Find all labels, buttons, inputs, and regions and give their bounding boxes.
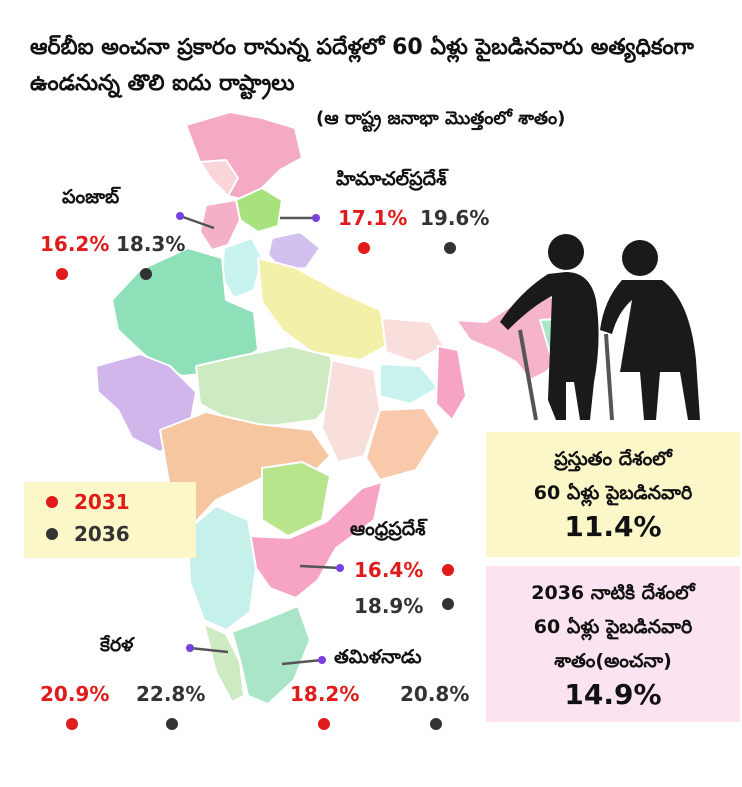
map-region-up — [257, 257, 391, 361]
tamilnadu-2036-dot — [430, 718, 442, 730]
kerala-2036-dot — [166, 718, 178, 730]
state-name-tamilnadu: తమిళనాడు — [334, 646, 422, 668]
current-box-line1: ప్రస్తుతం దేశంలో — [554, 448, 672, 470]
punjab-2031-value: 16.2% — [40, 232, 110, 256]
andhra-2036-dot — [442, 598, 454, 610]
map-region-uttarakhand — [267, 231, 321, 271]
tamilnadu-2036-value: 20.8% — [400, 682, 470, 706]
projection-share-box: 2036 నాటికి దేశంలో 60 ఏళ్లు పైబడినవారి శ… — [486, 566, 740, 722]
state-name-andhra: ఆంధ్రప్రదేశ్ — [350, 518, 426, 540]
punjab-2031-dot — [56, 268, 68, 280]
himachal-2036-dot — [444, 242, 456, 254]
legend-item-2031: 2031 — [46, 490, 130, 514]
tamilnadu-2031-value: 18.2% — [290, 682, 360, 706]
current-share-box: ప్రస్తుతం దేశంలో 60 ఏళ్లు పైబడినవారి 11.… — [486, 432, 740, 557]
tamilnadu-2031-dot — [318, 718, 330, 730]
andhra-2031-dot — [442, 564, 454, 576]
punjab-2036-dot — [140, 268, 152, 280]
himachal-2036-value: 19.6% — [420, 206, 490, 230]
map-region-wb — [435, 345, 467, 421]
legend-2036-dot — [46, 528, 58, 540]
map-region-odisha — [365, 407, 441, 481]
map-region-kerala — [203, 623, 245, 703]
projection-box-value: 14.9% — [564, 678, 662, 711]
current-box-line2: 60 ఏళ్లు పైబడినవారి — [533, 482, 693, 504]
kerala-2031-value: 20.9% — [40, 682, 110, 706]
legend: 2031 2036 — [24, 482, 196, 558]
state-name-kerala: కేరళ — [100, 634, 134, 656]
legend-2031-label: 2031 — [74, 490, 130, 514]
state-name-himachal: హిమాచల్‌ప్రదేశ్ — [336, 168, 447, 190]
projection-box-line3: శాతం(అంచనా) — [554, 650, 672, 672]
map-region-tamilnadu — [231, 605, 311, 705]
himachal-2031-dot — [358, 242, 370, 254]
elderly-couple-icon — [500, 234, 700, 421]
map-region-punjab — [199, 199, 241, 251]
andhra-2031-value: 16.4% — [354, 558, 424, 582]
state-name-punjab: పంజాబ్ — [62, 186, 120, 208]
legend-item-2036: 2036 — [46, 522, 130, 546]
map-region-jk — [185, 111, 303, 201]
legend-2036-label: 2036 — [74, 522, 130, 546]
projection-box-line2: 60 ఏళ్లు పైబడినవారి — [533, 616, 693, 638]
page-subtitle: (ఆ రాష్ట్ర జనాభా మొత్తంలో శాతం) — [316, 108, 566, 129]
map-region-jharkhand — [379, 363, 439, 405]
page-title: ఆర్‌బీఐ అంచనా ప్రకారం రానున్న పదేళ్లలో 6… — [30, 35, 694, 96]
legend-2031-dot — [46, 496, 58, 508]
current-box-value: 11.4% — [564, 510, 662, 543]
punjab-2036-value: 18.3% — [116, 232, 186, 256]
map-region-telangana — [261, 461, 331, 537]
map-region-karnataka — [187, 505, 257, 631]
map-region-haryana — [221, 237, 263, 299]
kerala-2031-dot — [66, 718, 78, 730]
himachal-2031-value: 17.1% — [338, 206, 408, 230]
kerala-2036-value: 22.8% — [136, 682, 206, 706]
map-region-upper — [199, 159, 239, 197]
map-region-bihar — [381, 317, 445, 363]
map-region-chhattisgarh — [321, 359, 381, 463]
projection-box-line1: 2036 నాటికి దేశంలో — [531, 582, 695, 604]
map-region-andhra — [249, 481, 383, 599]
andhra-2036-value: 18.9% — [354, 594, 424, 618]
